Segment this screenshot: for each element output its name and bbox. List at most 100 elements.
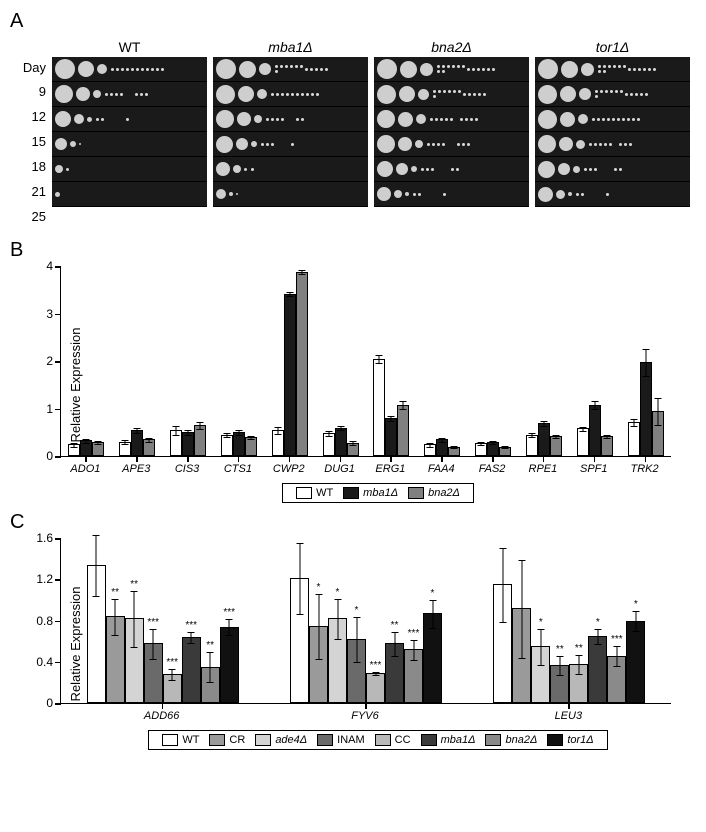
plate-row: [213, 132, 368, 157]
bar: [652, 411, 664, 456]
plate-row: [374, 182, 529, 207]
gene-label: TRK2: [631, 463, 659, 475]
strain-header: mba1Δ: [213, 37, 368, 57]
bar: *: [347, 639, 366, 703]
panel-c-label: C: [10, 511, 696, 534]
significance-marker: *: [317, 582, 321, 593]
bar: *: [588, 636, 607, 703]
bar: [475, 443, 487, 456]
bar: [397, 405, 409, 456]
significance-marker: **: [111, 587, 119, 598]
y-tick-label: 1: [33, 402, 53, 416]
legend-item: WT: [296, 487, 333, 499]
panel-b-chart: Relative Expression 01234 ADO1APE3CIS3CT…: [60, 266, 696, 503]
bar: *: [309, 626, 328, 703]
bar: [80, 440, 92, 456]
gene-label: DUG1: [324, 463, 355, 475]
bar: [296, 272, 308, 456]
panel-a-label: A: [10, 10, 696, 33]
bar: ***: [182, 637, 201, 703]
legend-item: tor1Δ: [547, 734, 593, 746]
y-tick-label: 4: [33, 259, 53, 273]
gene-label: FAS2: [479, 463, 506, 475]
significance-marker: **: [391, 620, 399, 631]
gene-label: APE3: [122, 463, 150, 475]
legend-item: bna2Δ: [408, 487, 460, 499]
significance-marker: ***: [611, 634, 623, 645]
bar: [182, 432, 194, 456]
plate-row: [535, 107, 690, 132]
gene-label: SPF1: [580, 463, 608, 475]
bar: [526, 435, 538, 456]
significance-marker: ***: [223, 607, 235, 618]
legend-item: ade4Δ: [255, 734, 307, 746]
bar: ***: [366, 673, 385, 703]
plate-row: [374, 82, 529, 107]
plate-row: [52, 107, 207, 132]
plate-row: [52, 82, 207, 107]
bar: [221, 435, 233, 456]
bar: [335, 428, 347, 457]
gene-label: ERG1: [375, 463, 405, 475]
legend-item: CC: [375, 734, 411, 746]
significance-marker: **: [556, 644, 564, 655]
gene-label: CIS3: [175, 463, 199, 475]
plate-row: [52, 157, 207, 182]
legend-c: WTCRade4ΔINAMCCmba1Δbna2Δtor1Δ: [148, 730, 607, 750]
significance-marker: *: [539, 617, 543, 628]
bar: [233, 432, 245, 456]
significance-marker: *: [596, 617, 600, 628]
plate-row: [213, 82, 368, 107]
plate-row: [535, 182, 690, 207]
bar: **: [201, 667, 220, 703]
bar: [499, 447, 511, 457]
significance-marker: *: [336, 587, 340, 598]
plate-row: [535, 132, 690, 157]
significance-marker: ***: [166, 657, 178, 668]
plate-row: [374, 157, 529, 182]
bar: **: [550, 665, 569, 703]
bar: [589, 405, 601, 456]
bar: **: [106, 616, 125, 703]
bar: [194, 425, 206, 456]
gene-label: RPE1: [529, 463, 558, 475]
plate-row: [535, 82, 690, 107]
bar: [143, 439, 155, 456]
plate-row: [213, 57, 368, 82]
gene-label: CTS1: [224, 463, 252, 475]
bar: ***: [163, 674, 182, 703]
bar: [577, 428, 589, 456]
gene-label: CWP2: [273, 463, 305, 475]
bar: [385, 418, 397, 456]
gene-label: FYV6: [351, 710, 379, 722]
y-tick-label: 2: [33, 354, 53, 368]
legend-b: WTmba1Δbna2Δ: [282, 483, 474, 503]
strain-header: tor1Δ: [535, 37, 690, 57]
gene-label: LEU3: [555, 710, 583, 722]
gene-label: FAA4: [428, 463, 455, 475]
y-tick-label: 0.4: [33, 655, 53, 669]
plate-row: [52, 132, 207, 157]
bar: [170, 430, 182, 456]
day-label: 15: [10, 129, 46, 154]
plate-row: [213, 182, 368, 207]
significance-marker: **: [206, 640, 214, 651]
legend-item: INAM: [317, 734, 365, 746]
significance-marker: ***: [147, 617, 159, 628]
bar: ***: [404, 649, 423, 703]
bar: [640, 362, 652, 456]
bar: [448, 447, 460, 457]
bar: *: [328, 618, 347, 703]
significance-marker: *: [431, 588, 435, 599]
plate-row: [213, 157, 368, 182]
gene-label: ADO1: [70, 463, 100, 475]
bar: [493, 584, 512, 703]
panel-a: Day91215182125WTmba1Δbna2Δtor1Δ: [10, 37, 696, 229]
plate-row: [374, 57, 529, 82]
legend-item: bna2Δ: [485, 734, 537, 746]
bar: [272, 430, 284, 456]
bar: ***: [607, 656, 626, 703]
legend-item: CR: [209, 734, 245, 746]
bar: [87, 565, 106, 703]
y-tick-label: 3: [33, 307, 53, 321]
